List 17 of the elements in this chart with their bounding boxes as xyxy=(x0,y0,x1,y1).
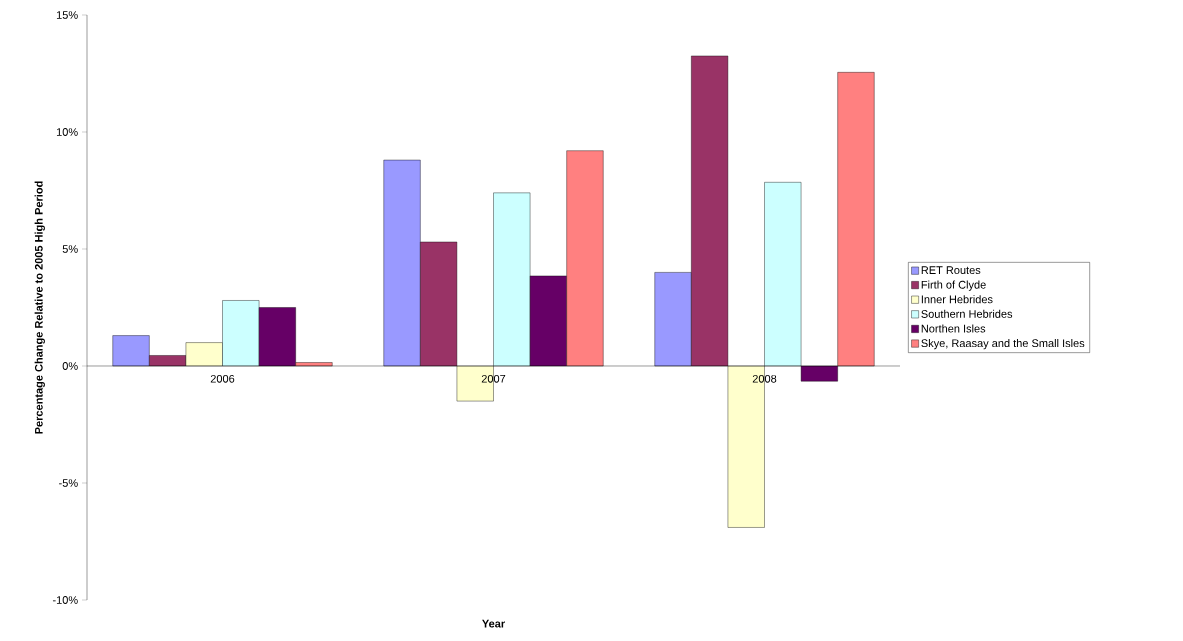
y-axis-title: Percentage Change Relative to 2005 High Period xyxy=(34,181,45,434)
y-tick-label: -10% xyxy=(52,596,78,604)
x-tick-label: 2008 xyxy=(752,374,777,383)
y-tick-label: 10% xyxy=(56,128,78,136)
legend-label: RET Routes xyxy=(921,266,981,275)
y-tick-label: 15% xyxy=(56,11,78,19)
y-tick-label: -5% xyxy=(59,479,78,487)
y-tick-label: 5% xyxy=(62,245,78,253)
y-tick-label: 0% xyxy=(62,362,78,370)
x-tick-label: 2006 xyxy=(210,374,235,383)
legend-label: Firth of Clyde xyxy=(921,280,986,291)
legend-label: Skye, Raasay and the Small Isles xyxy=(921,339,1085,350)
legend-label: Northen Isles xyxy=(921,324,986,333)
x-axis-title: Year xyxy=(482,619,505,628)
legend-label: Inner Hebrides xyxy=(921,295,993,304)
legend-label: Southern Hebrides xyxy=(921,309,1013,318)
x-tick-label: 2007 xyxy=(481,374,506,383)
